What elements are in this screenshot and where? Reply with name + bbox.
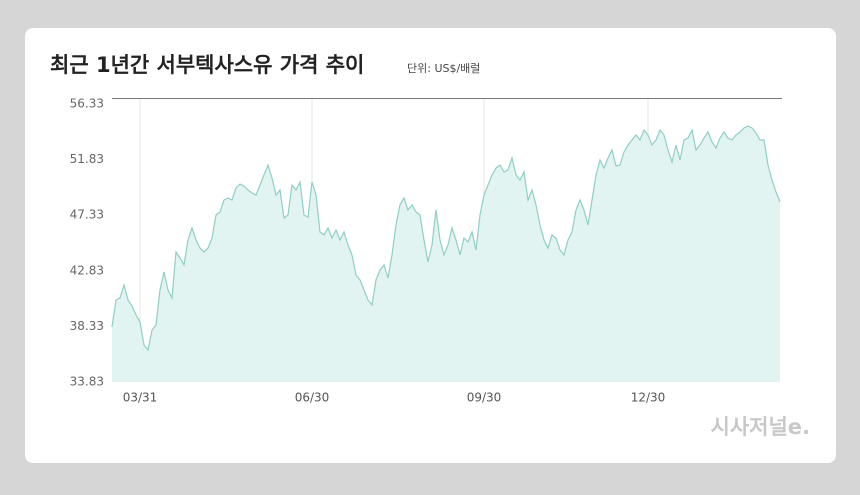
y-tick-label: 56.33	[70, 97, 104, 111]
chart-title: 최근 1년간 서부텍사스유 가격 추이	[50, 53, 364, 77]
x-tick-label: 09/30	[467, 391, 502, 405]
x-tick-label: 03/31	[123, 391, 158, 405]
y-tick-label: 51.83	[70, 152, 104, 166]
y-tick-label: 42.83	[70, 263, 104, 277]
unit-label: 단위: US$/배럴	[407, 62, 480, 75]
y-tick-label: 47.33	[70, 208, 104, 222]
line	[111, 125, 781, 352]
logo: 시사저널e.	[711, 415, 811, 439]
y-tick-label: 33.83	[70, 375, 104, 389]
x-tick-label: 06/30	[295, 391, 330, 405]
area	[112, 126, 780, 382]
y-tick-label: 38.33	[70, 319, 104, 333]
x-tick-label: 12/30	[631, 391, 666, 405]
